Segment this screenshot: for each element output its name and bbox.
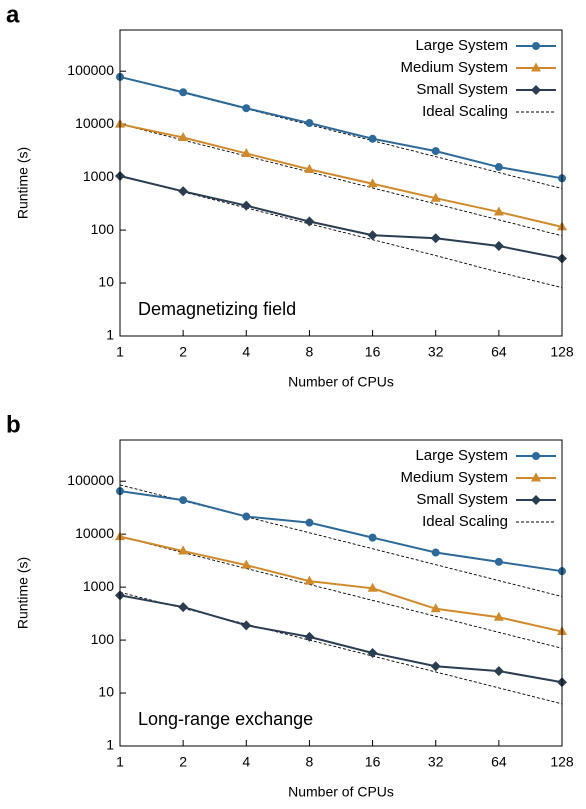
legend-label: Ideal Scaling xyxy=(422,513,508,530)
point xyxy=(179,496,188,505)
point xyxy=(367,230,378,241)
legend-label: Medium System xyxy=(400,469,508,486)
x-tick-label: 64 xyxy=(491,344,507,360)
legend-label: Small System xyxy=(416,81,508,98)
legend-marker xyxy=(531,495,541,505)
point xyxy=(241,559,252,569)
point xyxy=(368,134,377,143)
point xyxy=(304,631,315,642)
plot-frame xyxy=(119,439,563,747)
point xyxy=(242,512,251,521)
x-tick-label: 128 xyxy=(550,344,574,360)
series-line xyxy=(119,175,563,260)
point xyxy=(494,163,503,172)
plot-frame xyxy=(119,29,563,337)
y-tick-label: 10000 xyxy=(75,525,114,541)
legend-marker xyxy=(532,452,540,460)
point xyxy=(493,611,504,621)
point xyxy=(431,147,440,156)
x-tick-label: 16 xyxy=(365,344,381,360)
point xyxy=(368,533,377,542)
series-line xyxy=(119,535,563,633)
ideal-line xyxy=(119,123,563,237)
x-tick-label: 1 xyxy=(116,344,124,360)
y-tick-label: 100 xyxy=(91,221,115,237)
x-tick-label: 128 xyxy=(550,754,574,770)
point xyxy=(430,603,441,613)
legend-label: Large System xyxy=(415,37,508,54)
point xyxy=(430,192,441,202)
x-tick-label: 16 xyxy=(365,754,381,770)
x-tick-label: 8 xyxy=(306,754,314,770)
annotation: Demagnetizing field xyxy=(138,299,296,319)
y-axis-label: Runtime (s) xyxy=(15,557,31,629)
point xyxy=(304,163,315,173)
point xyxy=(493,241,504,252)
y-tick-label: 100000 xyxy=(67,62,114,78)
y-tick-label: 1 xyxy=(106,327,114,343)
y-tick-label: 1 xyxy=(106,737,114,753)
x-tick-label: 8 xyxy=(306,344,314,360)
point xyxy=(178,132,189,142)
x-tick-label: 32 xyxy=(428,754,444,770)
x-axis-label: Number of CPUs xyxy=(288,374,394,390)
y-tick-label: 10 xyxy=(98,684,114,700)
point xyxy=(430,661,441,672)
y-tick-label: 10 xyxy=(98,274,114,290)
legend-label: Large System xyxy=(415,447,508,464)
legend-marker xyxy=(531,472,541,482)
point xyxy=(367,178,378,188)
point xyxy=(493,666,504,677)
legend-marker xyxy=(532,42,540,50)
x-tick-label: 1 xyxy=(116,754,124,770)
series-line xyxy=(119,490,563,573)
x-tick-label: 32 xyxy=(428,344,444,360)
x-axis-label: Number of CPUs xyxy=(288,784,394,800)
x-tick-label: 4 xyxy=(242,344,250,360)
x-tick-label: 2 xyxy=(179,754,187,770)
legend-label: Small System xyxy=(416,491,508,508)
point xyxy=(367,582,378,592)
y-tick-label: 10000 xyxy=(75,115,114,131)
legend-label: Medium System xyxy=(400,59,508,76)
point xyxy=(305,119,314,128)
annotation: Long-range exchange xyxy=(138,709,313,729)
point xyxy=(494,557,503,566)
point xyxy=(241,620,252,631)
point xyxy=(178,602,189,613)
x-tick-label: 4 xyxy=(242,754,250,770)
point xyxy=(242,104,251,113)
y-tick-label: 100 xyxy=(91,631,115,647)
series-line xyxy=(119,75,563,180)
legend-marker xyxy=(531,85,541,95)
y-axis-label: Runtime (s) xyxy=(15,147,31,219)
point xyxy=(431,548,440,557)
y-tick-label: 1000 xyxy=(83,578,114,594)
x-tick-label: 2 xyxy=(179,344,187,360)
point xyxy=(179,88,188,97)
point xyxy=(367,648,378,659)
point xyxy=(178,545,189,555)
y-tick-label: 100000 xyxy=(67,472,114,488)
x-tick-label: 64 xyxy=(491,754,507,770)
point xyxy=(178,186,189,197)
point xyxy=(305,518,314,527)
panel-label: a xyxy=(6,1,20,28)
ideal-line xyxy=(119,536,563,649)
point xyxy=(493,206,504,216)
point xyxy=(241,200,252,211)
point xyxy=(304,216,315,227)
point xyxy=(304,575,315,585)
point xyxy=(241,147,252,157)
legend-label: Ideal Scaling xyxy=(422,103,508,120)
panel-label: b xyxy=(6,411,21,438)
legend-marker xyxy=(531,62,541,72)
y-tick-label: 1000 xyxy=(83,168,114,184)
series-line xyxy=(119,123,563,228)
point xyxy=(430,233,441,244)
series-line xyxy=(119,594,563,684)
